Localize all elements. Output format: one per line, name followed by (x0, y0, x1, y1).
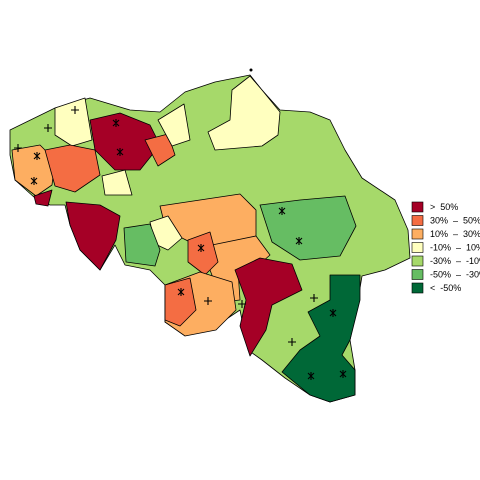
region (281, 274, 361, 403)
legend-label: < -50% (430, 283, 461, 293)
region (234, 257, 303, 357)
legend-label: 30% – 50% (430, 215, 480, 225)
legend-swatch (411, 255, 424, 267)
region (164, 277, 197, 327)
region (187, 231, 219, 276)
region (207, 75, 281, 151)
legend-swatch (411, 269, 424, 280)
significance-markers (14, 106, 347, 380)
enclave-dot (249, 68, 253, 72)
legend-swatch (411, 201, 424, 213)
legend-label: -10% – 10% (430, 242, 480, 252)
plus-marker (14, 106, 318, 346)
legend-label: -30% – -10% (430, 256, 480, 266)
region (259, 195, 357, 261)
legend-swatch (411, 215, 424, 226)
legend-swatch (411, 228, 424, 240)
legend-label: 10% – 30% (430, 229, 480, 239)
region (144, 133, 176, 167)
region (11, 144, 56, 197)
region (65, 201, 121, 271)
region (54, 97, 93, 147)
region (44, 144, 101, 193)
region (157, 103, 191, 147)
region (33, 189, 53, 207)
legend-swatch (411, 242, 424, 253)
region (89, 112, 161, 171)
region (123, 223, 161, 267)
legend-label: -50% – -30% (430, 269, 480, 279)
legend-label: > 50% (430, 202, 458, 212)
legend: > 50% 30% – 50% 10% – 30% -10% – 10% -30% – … (411, 201, 480, 294)
asterisk-marker (30, 119, 347, 380)
legend-swatch (411, 282, 424, 294)
region (101, 169, 133, 196)
belgium-map (9, 68, 411, 403)
